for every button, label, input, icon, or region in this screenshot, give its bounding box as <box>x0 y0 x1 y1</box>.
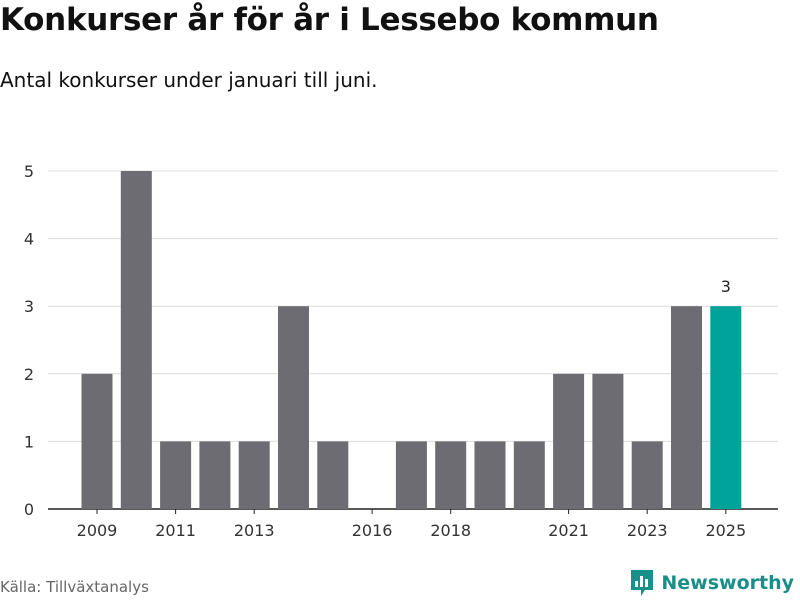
bar-2015 <box>317 441 349 509</box>
y-tick-label: 1 <box>24 432 34 451</box>
bar-2022 <box>592 373 624 509</box>
y-tick-label: 0 <box>24 500 34 519</box>
brand-name: Newsworthy <box>661 572 794 594</box>
brand-logo[interactable]: Newsworthy <box>629 568 794 598</box>
data-label: 3 <box>721 277 731 296</box>
newsworthy-logo-icon <box>631 570 654 596</box>
y-tick-label: 2 <box>24 365 34 384</box>
bar-2013 <box>238 441 270 509</box>
bar-2023 <box>631 441 663 509</box>
x-axis-ticks: 2009 2011 2013 2016 2018 2021 2023 2025 <box>77 509 746 540</box>
bar-2014 <box>278 306 309 509</box>
x-tick-label: 2013 <box>234 521 275 540</box>
bar-2020 <box>513 441 545 509</box>
bar-2021 <box>553 373 585 509</box>
bar-2011 <box>160 441 192 509</box>
bar-2009 <box>81 373 113 509</box>
x-tick-label: 2009 <box>77 521 118 540</box>
bar-2010 <box>120 171 152 509</box>
bar-2012 <box>199 441 231 509</box>
y-tick-label: 5 <box>24 162 34 181</box>
bar-2024 <box>671 306 702 509</box>
bar-2025 <box>710 306 742 509</box>
x-tick-label: 2025 <box>705 521 746 540</box>
chart-subtitle: Antal konkurser under januari till juni. <box>0 68 378 92</box>
y-axis-ticks: 0 1 2 3 4 5 <box>24 162 34 519</box>
x-tick-label: 2023 <box>627 521 668 540</box>
bar-chart: 0 1 2 3 4 5 3 2009 2011 2013 2016 2018 2021 2023 202… <box>24 162 778 540</box>
bar-2018 <box>435 441 467 509</box>
y-tick-label: 4 <box>24 230 34 249</box>
bar-2017 <box>395 441 427 509</box>
x-tick-label: 2016 <box>352 521 393 540</box>
y-tick-label: 3 <box>24 297 34 316</box>
bars <box>81 171 742 509</box>
bar-2019 <box>474 441 506 509</box>
source-note: Källa: Tillväxtanalys <box>0 578 149 596</box>
x-tick-label: 2021 <box>548 521 589 540</box>
chart-title: Konkurser år för år i Lessebo kommun <box>0 2 659 38</box>
data-labels: 3 <box>721 277 731 296</box>
x-tick-label: 2011 <box>155 521 196 540</box>
x-tick-label: 2018 <box>430 521 471 540</box>
